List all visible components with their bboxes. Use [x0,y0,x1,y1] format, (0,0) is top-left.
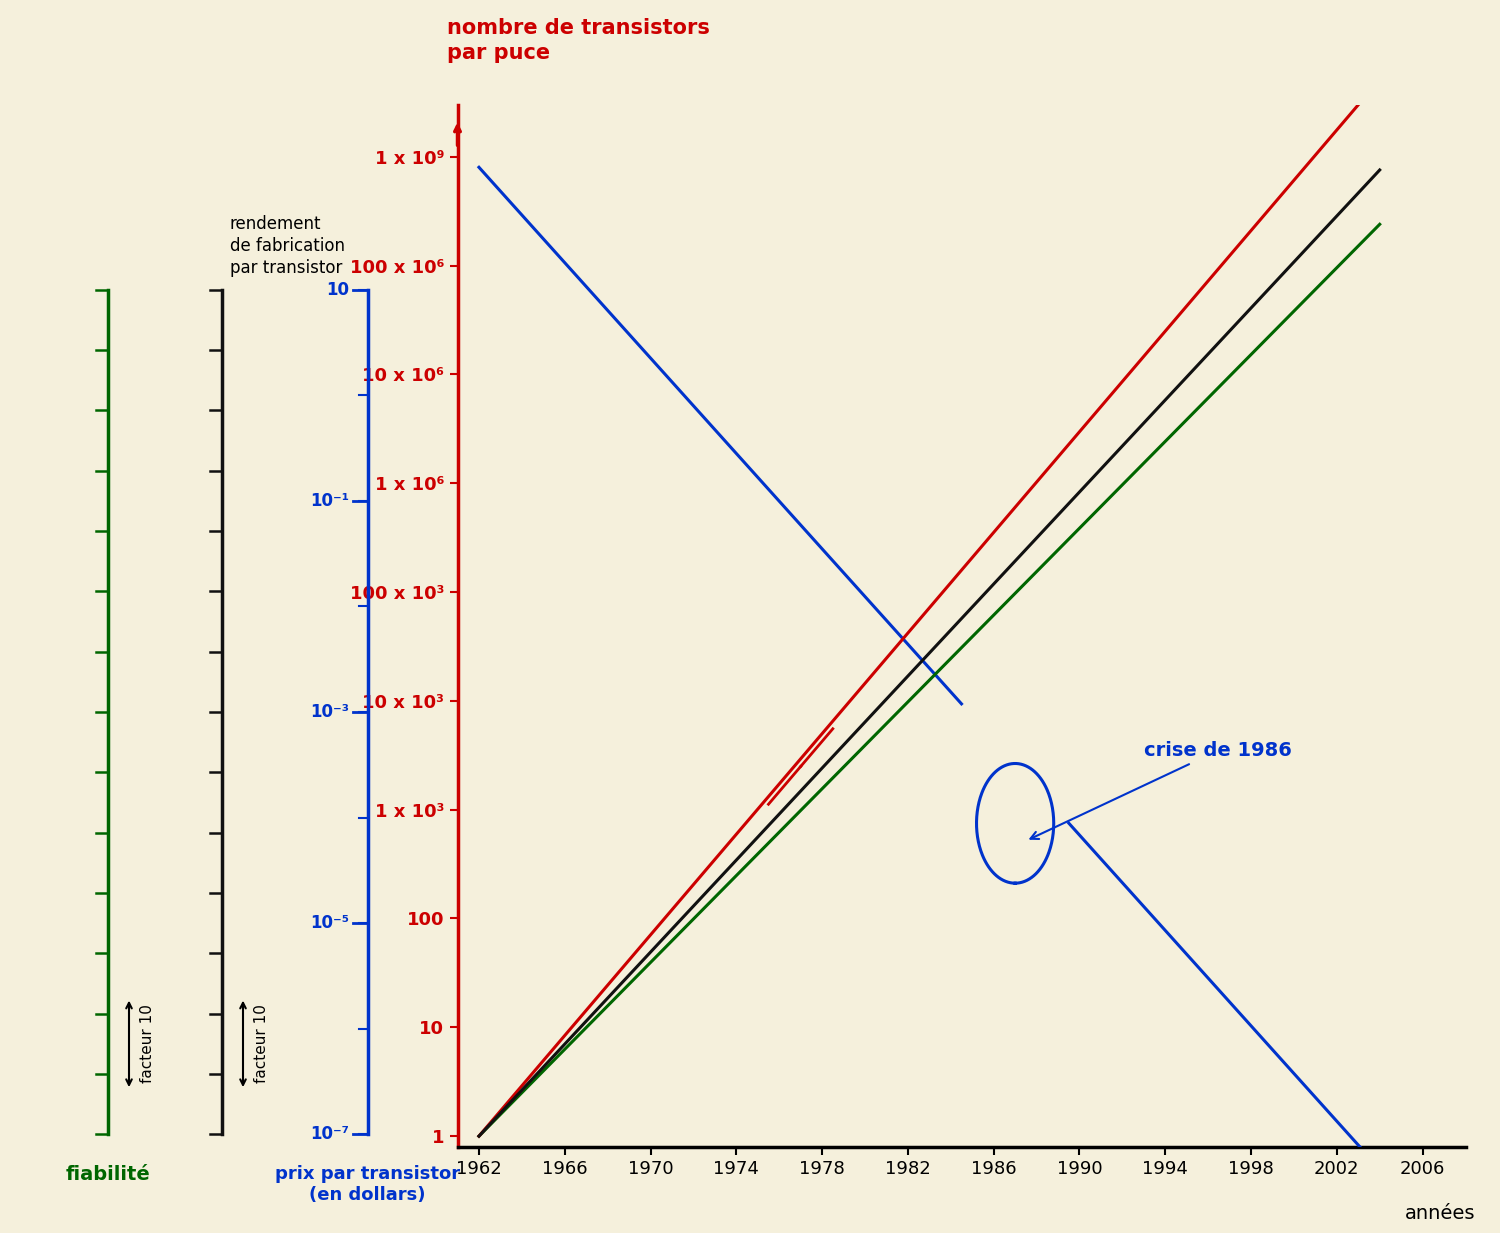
Text: 10⁻⁵: 10⁻⁵ [310,914,350,932]
Text: fiabilité: fiabilité [66,1165,150,1184]
Text: 10: 10 [327,281,350,298]
Text: crise de 1986: crise de 1986 [1030,741,1292,838]
Text: années: années [1406,1203,1476,1223]
Text: facteur 10: facteur 10 [254,1005,270,1084]
Text: prix par transistor
(en dollars): prix par transistor (en dollars) [274,1165,460,1203]
Text: 10⁻³: 10⁻³ [310,703,350,721]
Text: 10⁻¹: 10⁻¹ [310,492,350,510]
Text: facteur 10: facteur 10 [141,1005,156,1084]
Text: rendement
de fabrication
par transistor: rendement de fabrication par transistor [230,215,345,277]
Text: 10⁻⁷: 10⁻⁷ [310,1126,350,1143]
Text: nombre de transistors
par puce: nombre de transistors par puce [447,18,711,63]
